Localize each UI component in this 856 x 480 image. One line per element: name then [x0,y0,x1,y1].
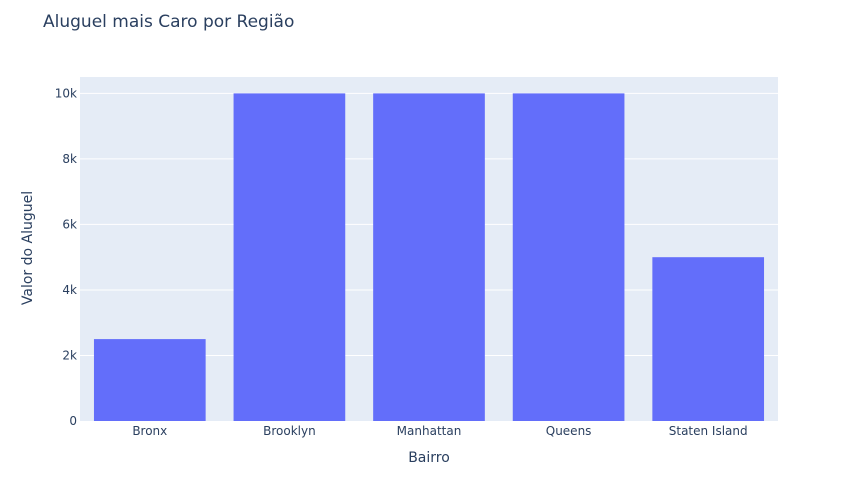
chart-title: Aluguel mais Caro por Região [43,12,294,32]
y-tick-label: 10k [55,86,77,100]
bars [93,93,765,421]
y-tick-label: 2k [62,348,77,362]
y-tick-label: 6k [62,217,77,231]
x-axis-ticks: Bronx Brooklyn Manhattan Queens Staten Islan… [132,424,747,438]
x-axis-title: Bairro [408,450,450,466]
y-tick-label: 4k [62,283,77,297]
y-axis-ticks: 0 2k 4k 6k 8k 10k [55,86,77,428]
x-tick-label: Queens [546,424,592,438]
y-axis-title: Valor do Aluguel [20,191,36,305]
x-tick-label: Staten Island [669,424,748,438]
y-tick-label: 8k [62,152,77,166]
x-tick-label: Bronx [132,424,167,438]
bar-manhattan[interactable] [373,93,485,421]
x-tick-label: Brooklyn [263,424,316,438]
y-tick-label: 0 [69,414,77,428]
bar-staten-island[interactable] [652,257,765,421]
bar-bronx[interactable] [93,339,206,421]
x-tick-label: Manhattan [397,424,462,438]
bar-queens[interactable] [512,93,625,421]
bar-brooklyn[interactable] [233,93,346,421]
